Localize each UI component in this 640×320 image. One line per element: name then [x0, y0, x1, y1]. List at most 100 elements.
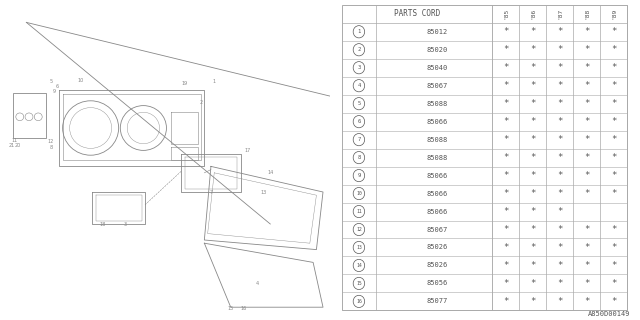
Text: 85067: 85067 [426, 83, 448, 89]
Text: *: * [530, 279, 535, 288]
Text: 85056: 85056 [426, 280, 448, 286]
Text: 9: 9 [357, 173, 360, 178]
Text: *: * [530, 81, 535, 90]
Text: *: * [503, 117, 508, 126]
Text: *: * [503, 225, 508, 234]
Text: *: * [530, 207, 535, 216]
Text: '88: '88 [584, 8, 589, 20]
Text: *: * [503, 135, 508, 144]
Text: *: * [584, 243, 589, 252]
Text: *: * [530, 171, 535, 180]
Text: *: * [557, 261, 563, 270]
Text: 85088: 85088 [426, 137, 448, 143]
Text: *: * [557, 81, 563, 90]
Text: *: * [611, 279, 616, 288]
Text: *: * [530, 297, 535, 306]
Text: *: * [584, 153, 589, 162]
Text: *: * [611, 153, 616, 162]
Text: 8: 8 [49, 145, 52, 150]
Text: *: * [530, 45, 535, 54]
Text: *: * [557, 225, 563, 234]
Text: *: * [584, 63, 589, 72]
Text: 85077: 85077 [426, 299, 448, 304]
Text: 8: 8 [357, 155, 360, 160]
Text: 85067: 85067 [426, 227, 448, 233]
Text: 2: 2 [357, 47, 360, 52]
Text: *: * [503, 45, 508, 54]
Text: 15: 15 [228, 307, 234, 311]
Text: *: * [557, 243, 563, 252]
Text: *: * [503, 63, 508, 72]
Text: *: * [611, 45, 616, 54]
Text: *: * [611, 243, 616, 252]
Text: *: * [584, 117, 589, 126]
Text: 5: 5 [357, 101, 360, 106]
Text: *: * [584, 135, 589, 144]
Text: '87: '87 [557, 8, 562, 20]
Text: 11: 11 [356, 209, 362, 214]
Text: 18: 18 [99, 221, 106, 227]
Text: 13: 13 [356, 245, 362, 250]
Text: *: * [611, 261, 616, 270]
Text: *: * [584, 225, 589, 234]
Text: '86: '86 [530, 8, 535, 20]
Text: *: * [611, 135, 616, 144]
Text: *: * [557, 297, 563, 306]
Text: *: * [530, 225, 535, 234]
Text: 85012: 85012 [426, 29, 448, 35]
Text: 13: 13 [260, 189, 267, 195]
Text: 19: 19 [182, 81, 188, 86]
Text: 7: 7 [209, 189, 212, 195]
Text: *: * [611, 189, 616, 198]
Text: 20: 20 [15, 143, 21, 148]
Text: 21: 21 [8, 143, 15, 148]
Text: 1: 1 [357, 29, 360, 34]
Text: *: * [530, 117, 535, 126]
Text: *: * [503, 189, 508, 198]
Text: *: * [503, 207, 508, 216]
Text: '85: '85 [503, 8, 508, 20]
Text: 4: 4 [357, 83, 360, 88]
Text: 85066: 85066 [426, 209, 448, 214]
Text: *: * [503, 171, 508, 180]
Text: *: * [530, 27, 535, 36]
Text: *: * [503, 27, 508, 36]
Text: *: * [557, 189, 563, 198]
Text: *: * [557, 135, 563, 144]
Text: 85066: 85066 [426, 190, 448, 196]
Text: *: * [503, 81, 508, 90]
Text: 85026: 85026 [426, 262, 448, 268]
Text: 14: 14 [267, 170, 273, 175]
Text: *: * [530, 63, 535, 72]
Text: 4: 4 [255, 281, 259, 286]
Text: *: * [503, 297, 508, 306]
Text: *: * [584, 45, 589, 54]
Text: *: * [611, 225, 616, 234]
Text: *: * [503, 99, 508, 108]
Text: 85066: 85066 [426, 172, 448, 179]
Text: *: * [611, 27, 616, 36]
Text: 17: 17 [244, 148, 250, 153]
Text: *: * [557, 153, 563, 162]
Text: *: * [611, 81, 616, 90]
Text: 12: 12 [48, 139, 54, 144]
Text: *: * [584, 297, 589, 306]
Text: 5: 5 [49, 79, 52, 84]
Text: *: * [557, 207, 563, 216]
Text: 85040: 85040 [426, 65, 448, 71]
Text: *: * [503, 243, 508, 252]
Text: *: * [557, 63, 563, 72]
Text: *: * [530, 135, 535, 144]
Text: *: * [530, 99, 535, 108]
Text: 2: 2 [200, 100, 203, 105]
Text: 3: 3 [357, 65, 360, 70]
Text: *: * [557, 99, 563, 108]
Text: *: * [557, 117, 563, 126]
Text: *: * [557, 27, 563, 36]
Text: 7: 7 [357, 137, 360, 142]
Text: *: * [557, 45, 563, 54]
Text: *: * [611, 297, 616, 306]
Text: *: * [503, 279, 508, 288]
Text: 9: 9 [53, 89, 56, 94]
Text: *: * [584, 279, 589, 288]
